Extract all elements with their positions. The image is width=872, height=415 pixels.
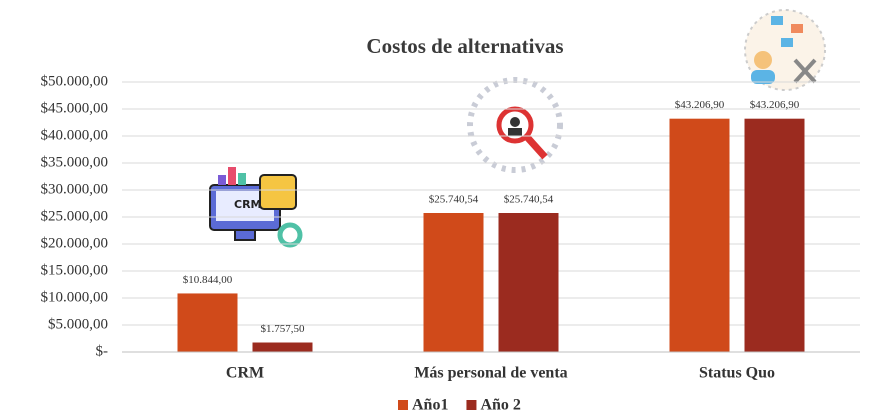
y-tick-label: $10.000,00: [41, 289, 109, 305]
data-label: $25.740,54: [504, 194, 554, 206]
data-label: $43.206,90: [675, 99, 725, 111]
status-icon: [745, 10, 825, 90]
x-tick-label: Status Quo: [699, 365, 775, 382]
y-tick-label: $45.000,00: [41, 100, 109, 116]
y-tick-label: $20.000,00: [41, 235, 109, 251]
legend-swatch: [398, 400, 408, 410]
crm-icon: CRM: [210, 167, 300, 245]
data-label: $25.740,54: [429, 194, 479, 206]
svg-text:CRM: CRM: [234, 198, 262, 211]
y-tick-label: $35.000,00: [41, 154, 109, 170]
y-tick-label: $25.000,00: [41, 208, 109, 224]
data-label: $1.757,50: [261, 323, 306, 335]
x-tick-label: Más personal de venta: [414, 365, 567, 382]
bar: [178, 293, 238, 352]
bar: [424, 213, 484, 352]
bar: [499, 213, 559, 352]
y-tick-label: $-: [96, 343, 109, 359]
legend-label: Año 2: [480, 397, 520, 414]
data-label: $43.206,90: [750, 99, 800, 111]
bar: [745, 119, 805, 352]
chart: Costos de alternativas CRM $- $5.000,00 $1…: [0, 0, 872, 415]
legend-label: Año1: [412, 397, 448, 414]
y-tick-label: $50.000,00: [41, 73, 109, 89]
y-tick-label: $5.000,00: [48, 316, 108, 332]
chart-title: Costos de alternativas: [366, 34, 563, 58]
y-tick-label: $15.000,00: [41, 262, 109, 278]
bar: [670, 119, 730, 352]
search-icon: [470, 80, 560, 170]
data-label: $10.844,00: [183, 274, 233, 286]
y-tick-label: $40.000,00: [41, 127, 109, 143]
legend-swatch: [466, 400, 476, 410]
x-tick-label: CRM: [226, 365, 264, 382]
y-tick-label: $30.000,00: [41, 181, 109, 197]
bar: [253, 343, 313, 352]
